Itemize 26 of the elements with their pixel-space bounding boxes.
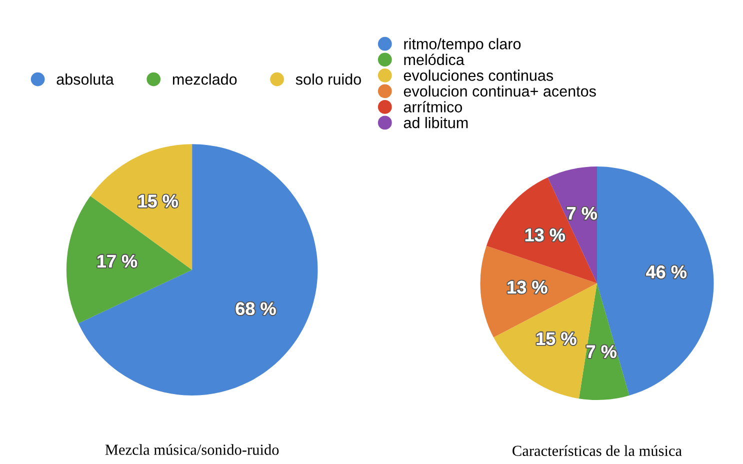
- legend-label: melódica: [404, 54, 464, 66]
- data-label: 7 %: [567, 206, 597, 220]
- legend-label: ritmo/tempo claro: [404, 38, 521, 52]
- data-label: 68 %: [236, 302, 276, 316]
- legend-label: evolucion continua+ acentos: [404, 85, 596, 97]
- pie-slice: [548, 166, 597, 284]
- legend-label: ad libitum: [404, 116, 468, 128]
- legend-label: arrítmico: [404, 101, 462, 112]
- data-label: 15 %: [536, 332, 576, 346]
- pie-slice: [578, 283, 630, 400]
- text: Mezcla música/sonido-ruido: [105, 444, 279, 455]
- pie-slice: [90, 144, 192, 270]
- legend-label: mezclado: [172, 74, 237, 85]
- data-label: 7 %: [586, 345, 616, 358]
- pie-slice: [66, 196, 192, 324]
- legend-label: solo ruido: [296, 74, 361, 85]
- data-label: 17 %: [98, 254, 138, 268]
- data-label: 46 %: [646, 266, 686, 278]
- data-label: 13 %: [508, 280, 548, 294]
- legend-label: evoluciones continuas: [404, 70, 554, 81]
- pie-slice: [78, 144, 318, 396]
- data-label: 15 %: [138, 194, 178, 208]
- text: Características de la música: [512, 445, 682, 456]
- pie-slice: [597, 166, 714, 396]
- legend-label: absoluta: [56, 74, 114, 85]
- data-label: 13 %: [525, 228, 565, 242]
